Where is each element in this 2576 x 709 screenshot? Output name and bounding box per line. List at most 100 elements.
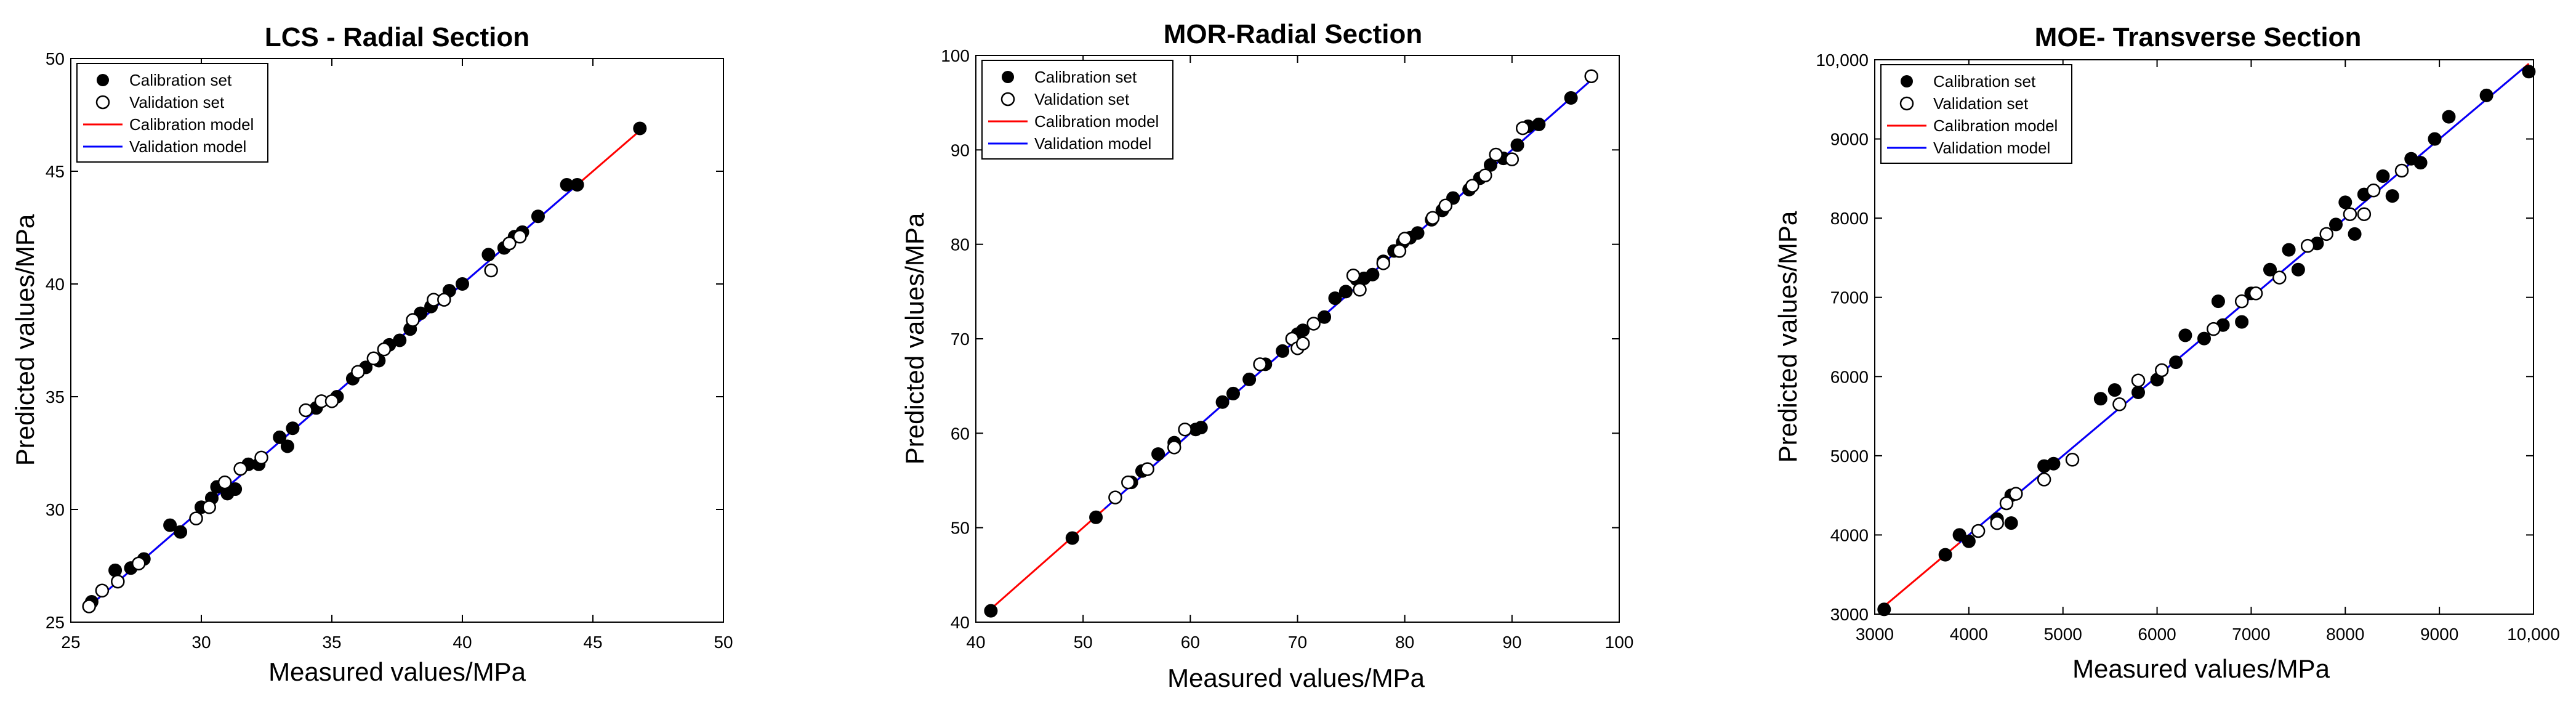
validation-point <box>2343 207 2357 221</box>
validation-point <box>1398 232 1412 246</box>
validation-point <box>299 403 313 418</box>
y-tick-label: 3000 <box>1830 605 1869 624</box>
y-tick-label: 80 <box>951 235 970 254</box>
validation-point <box>1971 524 1986 538</box>
validation-point <box>2037 472 2051 487</box>
x-tick-label: 45 <box>583 633 602 652</box>
validation-point <box>1425 211 1440 225</box>
validation-point <box>2131 373 2146 387</box>
calibration-point <box>2004 516 2018 530</box>
validation-point <box>502 236 517 251</box>
validation-point <box>131 556 146 571</box>
calibration-point <box>1194 421 1208 435</box>
x-axis-label: Measured values/MPa <box>268 657 526 686</box>
validation-point <box>1121 475 1135 490</box>
validation-point <box>324 394 339 408</box>
calibration-point <box>1411 226 1425 240</box>
legend-label-validation-set: Validation set <box>1933 94 2029 113</box>
calibration-point <box>1564 91 1578 105</box>
calibration-point <box>570 177 584 192</box>
validation-point <box>2394 163 2409 178</box>
y-tick-label: 9000 <box>1830 130 1869 149</box>
x-tick-label: 6000 <box>2138 625 2176 644</box>
validation-point <box>95 583 110 598</box>
validation-point <box>1516 121 1530 136</box>
validation-point <box>1505 152 1519 166</box>
y-tick-label: 7000 <box>1830 288 1869 307</box>
y-tick-label: 4000 <box>1830 525 1869 545</box>
legend: Calibration set Validation set Calibration… <box>1880 64 2072 164</box>
validation-point <box>2009 487 2023 501</box>
y-tick-label: 50 <box>46 49 65 68</box>
x-tick-label: 5000 <box>2044 625 2082 644</box>
calibration-point <box>2522 65 2536 79</box>
validation-point <box>2319 227 2333 241</box>
calibration-point <box>1938 548 1952 562</box>
x-tick-label: 9000 <box>2420 625 2458 644</box>
y-tick-label: 8000 <box>1830 209 1869 228</box>
y-tick-label: 10,000 <box>1816 51 1869 70</box>
calibration-point <box>633 121 647 136</box>
y-tick-label: 30 <box>46 500 65 519</box>
validation-point <box>1140 462 1154 476</box>
legend-validation-marker <box>1899 96 1914 111</box>
x-tick-label: 70 <box>1288 633 1307 652</box>
calibration-point <box>1877 602 1891 617</box>
calibration-point <box>280 439 294 453</box>
validation-point <box>2300 238 2315 253</box>
chart-title: MOR-Radial Section <box>1164 19 1423 49</box>
legend-label-calibration-set: Calibration set <box>129 71 232 89</box>
calibration-point <box>2291 262 2305 277</box>
x-tick-label: 40 <box>453 633 472 652</box>
legend-calibration-marker <box>1002 71 1014 83</box>
calibration-point <box>174 525 188 539</box>
x-tick-label: 50 <box>714 633 733 652</box>
legend-label-validation-set: Validation set <box>1034 90 1130 108</box>
validation-point <box>2366 183 2381 198</box>
chart-panel-mor: MOR-Radial Section 40 50 60 70 80 90 100 40 50 60… <box>900 19 1633 692</box>
validation-point <box>1999 496 2014 511</box>
legend-validation-marker <box>95 95 110 110</box>
validation-point <box>1438 198 1453 213</box>
calibration-point <box>1962 534 1976 548</box>
calibration-point <box>1366 267 1380 282</box>
calibration-point <box>2178 328 2192 342</box>
calibration-point <box>531 209 545 224</box>
y-tick-label: 40 <box>46 275 65 294</box>
calibration-point <box>1065 531 1079 545</box>
calibration-point <box>2385 189 2399 203</box>
validation-point <box>1108 490 1122 504</box>
validation-point <box>1306 317 1321 331</box>
chart-title: LCS - Radial Section <box>265 22 529 52</box>
calibration-point <box>2428 132 2442 146</box>
legend-label-calibration-model: Calibration model <box>129 115 254 134</box>
y-tick-label: 5000 <box>1830 447 1869 466</box>
legend-label-calibration-model: Calibration model <box>1933 116 2058 135</box>
y-axis-label: Predicted values/MPa <box>10 214 39 466</box>
calibration-point <box>1338 285 1353 299</box>
calibration-point <box>1226 386 1240 400</box>
validation-point <box>1376 256 1391 270</box>
calibration-point <box>1151 447 1165 461</box>
y-tick-label: 35 <box>46 387 65 407</box>
calibration-point <box>2093 392 2107 406</box>
x-tick-label: 4000 <box>1950 625 1988 644</box>
calibration-point <box>2131 386 2145 399</box>
calibration-point <box>2263 262 2277 277</box>
calibration-point <box>2211 294 2225 309</box>
x-tick-label: 80 <box>1395 633 1414 652</box>
y-tick-label: 50 <box>951 519 970 538</box>
x-tick-label: 3000 <box>1856 625 1894 644</box>
validation-point <box>484 263 498 278</box>
validation-point <box>233 461 248 476</box>
calibration-point <box>2047 456 2061 471</box>
calibration-point <box>2413 156 2428 170</box>
x-axis-label: Measured values/MPa <box>1167 663 1425 692</box>
validation-point <box>1465 179 1479 193</box>
calibration-point <box>1318 310 1332 324</box>
x-tick-label: 50 <box>1074 633 1093 652</box>
calibration-point <box>1296 323 1310 338</box>
y-tick-label: 100 <box>941 46 970 65</box>
legend-label-validation-model: Validation model <box>129 137 246 156</box>
calibration-point <box>2169 355 2183 370</box>
